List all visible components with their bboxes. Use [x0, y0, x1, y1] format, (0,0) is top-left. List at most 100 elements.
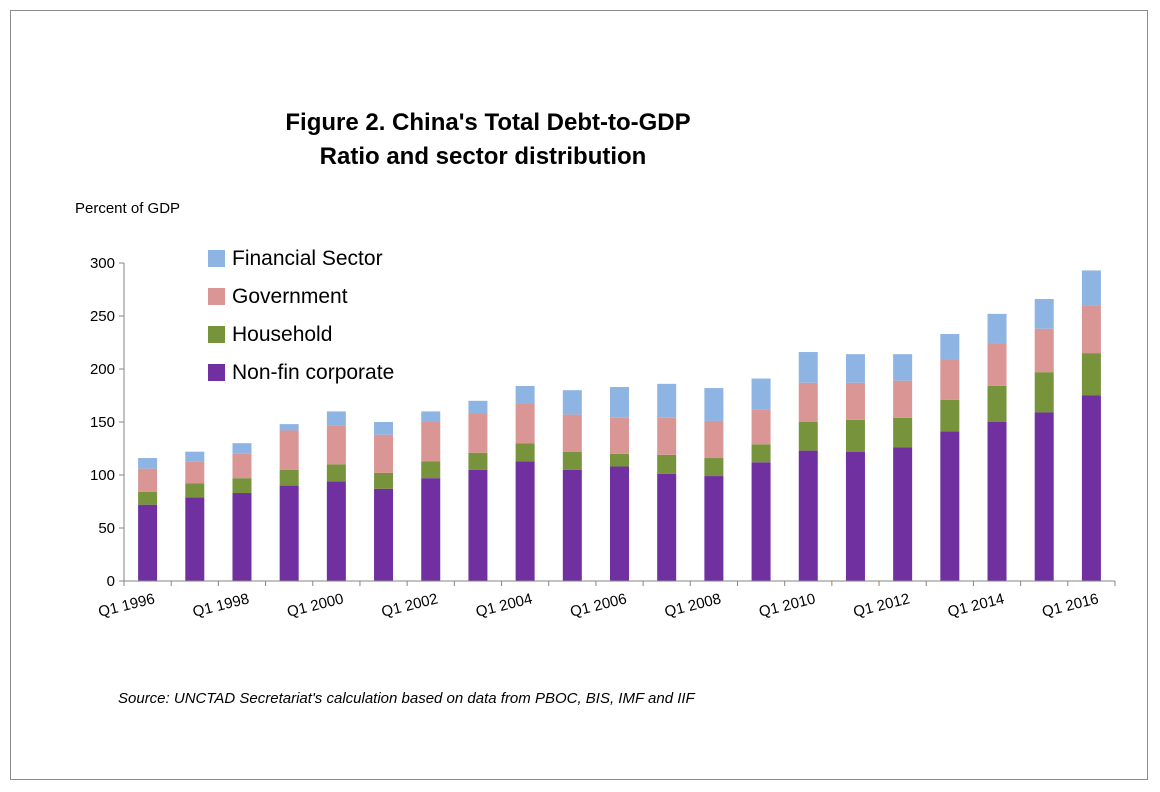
bar-segment-household-2: [185, 483, 205, 498]
bar-segment-government-7: [421, 422, 441, 462]
x-tick-label-q1-2000: Q1 2000: [285, 590, 345, 620]
bar-segment-financial-sector-2: [185, 451, 205, 462]
y-tick-label-100: 100: [90, 467, 115, 484]
x-tick-label-q1-1996: Q1 1996: [97, 590, 157, 620]
bar-segment-financial-sector-17: [893, 354, 913, 381]
bar-segment-non-fin-corporate-16: [845, 451, 865, 581]
bar-segment-government-14: [751, 409, 771, 445]
legend-label-government: Government: [232, 285, 348, 308]
bar-segment-financial-sector-4: [279, 424, 299, 431]
bar-segment-government-1: [138, 468, 158, 492]
legend-label-household: Household: [232, 323, 332, 346]
bar-segment-government-5: [326, 425, 346, 465]
bar-segment-household-8: [468, 452, 488, 470]
bar-segment-financial-sector-19: [987, 313, 1007, 344]
x-tick-label-q1-1998: Q1 1998: [191, 590, 251, 620]
bar-segment-non-fin-corporate-17: [893, 447, 913, 581]
bar-segment-financial-sector-9: [515, 385, 535, 404]
bar-segment-non-fin-corporate-10: [562, 469, 582, 581]
bar-segment-household-14: [751, 444, 771, 463]
bar-segment-government-18: [940, 359, 960, 400]
x-tick-label-q1-2006: Q1 2006: [569, 590, 629, 620]
source-note: Source: UNCTAD Secretariat's calculation…: [118, 690, 696, 707]
bar-segment-household-17: [893, 417, 913, 448]
bar-segment-household-4: [279, 469, 299, 486]
bar-segment-household-15: [798, 422, 818, 451]
bar-segment-household-5: [326, 464, 346, 482]
y-tick-label-200: 200: [90, 361, 115, 378]
legend-swatch-non-fin-corporate: [208, 364, 225, 381]
x-tick-label-q1-2014: Q1 2014: [946, 590, 1006, 620]
bar-segment-financial-sector-5: [326, 411, 346, 426]
bar-segment-government-3: [232, 453, 252, 479]
bars-group: [138, 270, 1101, 581]
bar-segment-government-11: [610, 417, 629, 454]
bar-segment-financial-sector-7: [421, 411, 441, 422]
bar-segment-financial-sector-11: [610, 387, 629, 418]
chart-title-line-1: Figure 2. China's Total Debt-to-GDP: [285, 109, 690, 136]
y-tick-label-250: 250: [90, 308, 115, 325]
bar-segment-non-fin-corporate-5: [326, 481, 346, 581]
y-tick-label-50: 50: [98, 520, 115, 537]
bar-segment-government-2: [185, 461, 205, 484]
bar-segment-financial-sector-12: [657, 383, 677, 418]
bar-segment-government-21: [1081, 305, 1101, 354]
legend-label-financial-sector: Financial Sector: [232, 247, 383, 270]
bar-segment-household-18: [940, 399, 960, 432]
x-tick-label-q1-2010: Q1 2010: [757, 590, 817, 620]
x-tick-label-q1-2016: Q1 2016: [1040, 590, 1100, 620]
x-tick-label-q1-2008: Q1 2008: [663, 590, 723, 620]
bar-segment-household-9: [515, 443, 535, 462]
legend-swatch-financial-sector: [208, 250, 225, 267]
bar-segment-non-fin-corporate-20: [1034, 412, 1054, 581]
bar-segment-household-6: [374, 472, 394, 489]
bar-segment-financial-sector-1: [138, 458, 158, 469]
legend: Financial Sector Government Household Non-f…: [208, 247, 394, 384]
bar-segment-household-12: [657, 454, 677, 474]
bar-segment-government-8: [468, 413, 488, 453]
chart-title-line-2: Ratio and sector distribution: [320, 143, 647, 170]
bar-segment-government-4: [279, 430, 299, 470]
legend-swatch-household: [208, 326, 225, 343]
bar-segment-non-fin-corporate-11: [610, 466, 629, 581]
x-tick-label-q1-2004: Q1 2004: [474, 590, 534, 620]
bar-segment-household-19: [987, 385, 1007, 422]
bar-segment-non-fin-corporate-2: [185, 497, 205, 581]
bar-segment-non-fin-corporate-6: [374, 488, 394, 581]
bar-segment-government-6: [374, 434, 394, 473]
bar-segment-government-17: [893, 380, 913, 418]
legend-label-non-fin-corporate: Non-fin corporate: [232, 361, 394, 384]
y-tick-label-300: 300: [90, 255, 115, 272]
bar-segment-non-fin-corporate-1: [138, 504, 158, 581]
bar-segment-government-15: [798, 382, 818, 422]
bar-segment-household-10: [562, 451, 582, 470]
bar-segment-financial-sector-20: [1034, 299, 1054, 329]
bar-segment-non-fin-corporate-7: [421, 478, 441, 581]
bar-segment-household-16: [845, 419, 865, 452]
bar-segment-non-fin-corporate-3: [232, 493, 252, 581]
bar-segment-non-fin-corporate-14: [751, 462, 771, 581]
bar-segment-financial-sector-16: [845, 354, 865, 383]
bar-segment-financial-sector-21: [1081, 270, 1101, 306]
x-tick-label-q1-2002: Q1 2002: [380, 590, 440, 620]
bar-segment-government-19: [987, 343, 1007, 386]
y-axis-label: Percent of GDP: [75, 200, 180, 217]
bar-segment-financial-sector-3: [232, 443, 252, 454]
bar-segment-non-fin-corporate-4: [279, 485, 299, 581]
bar-segment-financial-sector-15: [798, 352, 818, 383]
bar-segment-non-fin-corporate-8: [468, 469, 488, 581]
bar-segment-household-20: [1034, 372, 1054, 413]
bar-segment-financial-sector-10: [562, 390, 582, 415]
legend-swatch-government: [208, 288, 225, 305]
bar-segment-non-fin-corporate-12: [657, 473, 677, 581]
bar-segment-household-3: [232, 478, 252, 494]
x-tick-label-q1-2012: Q1 2012: [852, 590, 912, 620]
bar-segment-household-11: [610, 453, 629, 467]
bar-segment-non-fin-corporate-21: [1081, 395, 1101, 581]
y-tick-label-150: 150: [90, 414, 115, 431]
bar-segment-financial-sector-6: [374, 422, 394, 435]
bar-segment-non-fin-corporate-15: [798, 450, 818, 581]
y-tick-label-0: 0: [107, 573, 115, 590]
bar-segment-household-13: [704, 458, 724, 477]
